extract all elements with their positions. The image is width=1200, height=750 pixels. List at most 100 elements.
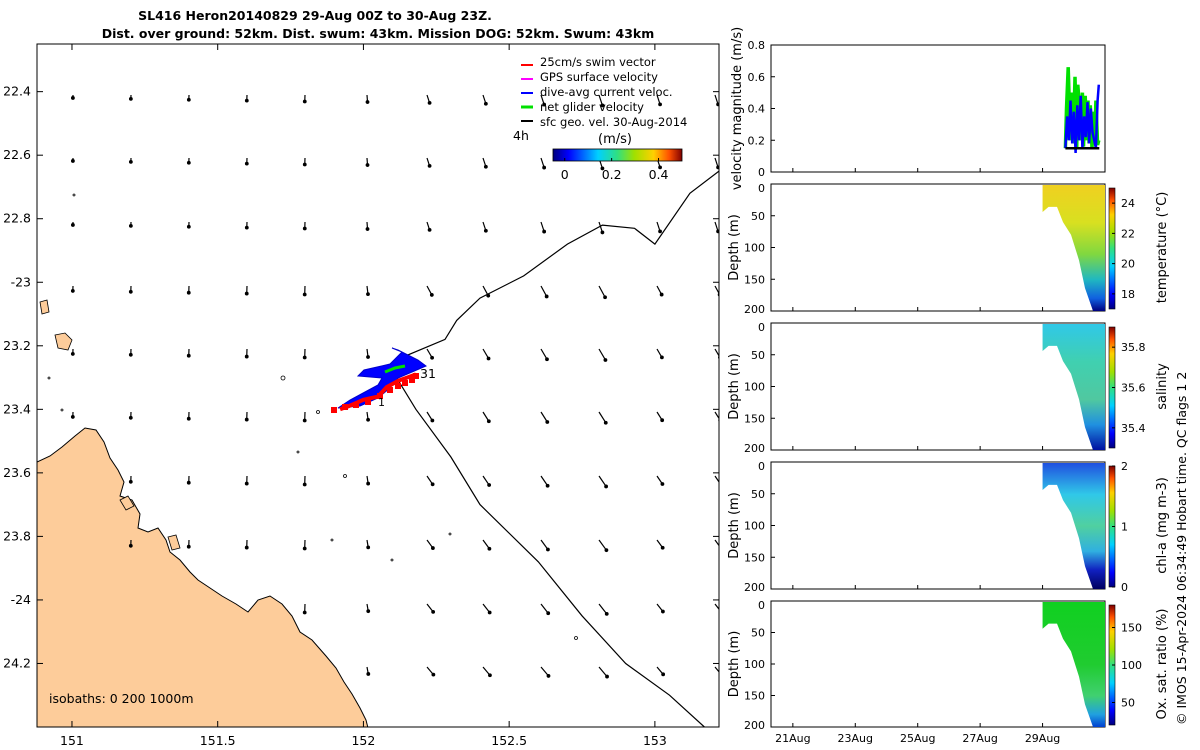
title-line-2: Dist. over ground: 52km. Dist. swum: 43k… <box>102 26 655 41</box>
chl-a-section-y-tick-label: 100 <box>744 520 765 533</box>
chl-a-section-panel: 0 50 100 150 200 Depth (m) 0 1 2 chl-a (mg m-3) <box>727 460 1170 594</box>
surface-vector-head <box>487 610 492 615</box>
section-x-tick-label: 21Aug <box>775 732 810 745</box>
surface-vector-head <box>128 159 133 164</box>
temperature-section-colorbar <box>1108 187 1116 310</box>
island <box>39 299 50 315</box>
surface-vector-head <box>430 418 435 423</box>
surface-vector-head <box>431 609 436 614</box>
surface-vector-head <box>70 352 75 356</box>
isobath-line <box>391 170 719 727</box>
surface-vector-head <box>244 417 249 422</box>
oxygen-section-data <box>1042 602 1105 727</box>
oxygen-section-y-label: Depth (m) <box>727 631 742 698</box>
map-colorbar-tick-label: 0 <box>561 167 569 182</box>
oxygen-section-cbar-tick-label: 150 <box>1121 622 1142 635</box>
chl-a-section-colorbar-label: chl-a (mg m-3) <box>1155 477 1170 574</box>
section-x-tick-label: 27Aug <box>962 732 997 745</box>
surface-vector-head <box>427 100 432 105</box>
surface-vector-head <box>545 420 550 424</box>
temperature-section-y-tick-label: 200 <box>744 303 765 316</box>
surface-vector-head <box>302 418 307 423</box>
salinity-section-y-tick-label: 0 <box>758 321 765 334</box>
chl-a-section-y-tick-label: 0 <box>758 460 765 473</box>
salinity-section-y-tick-label: 100 <box>744 381 765 394</box>
surface-vector-head <box>427 163 432 168</box>
surface-vector-head <box>128 415 133 420</box>
surface-vector-head <box>128 289 133 294</box>
map-y-tick-label: 23.8 <box>3 528 31 543</box>
surface-vector <box>714 603 719 611</box>
surface-vector-head <box>366 417 370 422</box>
colorbar-unit-label: (m/s) <box>598 132 632 147</box>
surface-vector <box>598 666 608 677</box>
surface-vector-head <box>365 100 370 104</box>
chl-a-section-y-label: Depth (m) <box>727 492 742 559</box>
oxygen-section-y-tick-label: 200 <box>744 719 765 732</box>
salinity-section-data <box>1042 324 1105 450</box>
surface-vector-head <box>186 480 191 485</box>
section-x-tick-label: 25Aug <box>900 732 935 745</box>
map-colorbar <box>552 148 683 162</box>
surface-vector-head <box>302 99 307 104</box>
map-x-tick-label: 153 <box>643 733 667 748</box>
map-x-tick-label: 152 <box>351 733 375 748</box>
surface-vector-head <box>365 163 370 167</box>
surface-vector <box>540 285 548 297</box>
surface-vector-head <box>603 420 608 425</box>
surface-vector-head <box>545 357 549 362</box>
credit-text: © IMOS 15-Apr-2024 06:34:49 Hobart time.… <box>1174 372 1189 725</box>
surface-vector <box>598 539 607 551</box>
map-frame <box>36 43 720 728</box>
surface-vector-head <box>716 102 719 107</box>
surface-vector-head <box>718 482 719 486</box>
surface-vector-head <box>604 611 609 616</box>
surface-vector <box>714 411 719 420</box>
surface-vector-head <box>366 545 371 550</box>
surface-vector-head <box>186 97 191 102</box>
chl-a-section-y-tick-label: 50 <box>751 488 765 501</box>
salinity-section-colorbar-label: salinity <box>1155 363 1170 410</box>
surface-vector-head <box>486 356 491 361</box>
surface-vector-head <box>487 546 492 551</box>
legend-swim-vector: 25cm/s swim vector <box>540 55 656 69</box>
temperature-section-y-tick-label: 100 <box>744 242 765 255</box>
velocity-y-tick-label: 0.8 <box>748 39 766 52</box>
surface-vector-head <box>720 610 723 613</box>
surface-vector <box>714 539 719 547</box>
map-y-tick-label: 23.6 <box>3 465 31 480</box>
surface-vector-head <box>128 543 133 548</box>
map-y-tick-label: 22.6 <box>3 147 31 162</box>
surface-vector <box>714 475 719 483</box>
surface-vector-head <box>431 672 436 677</box>
temperature-section-y-tick-label: 0 <box>758 182 765 195</box>
surface-vector-head <box>366 355 370 359</box>
temperature-section-cbar-tick-label: 20 <box>1121 258 1135 271</box>
surface-vector-head <box>658 229 662 234</box>
surface-vector-head <box>128 223 133 228</box>
surface-vector <box>540 475 549 487</box>
salinity-section-y-label: Depth (m) <box>727 353 742 420</box>
surface-vector-head <box>486 419 491 424</box>
surface-vector <box>598 475 607 487</box>
surface-vector-head <box>186 416 191 421</box>
surface-vector <box>598 411 607 424</box>
swim-vector-marker <box>409 377 415 383</box>
map-y-tick-label: 24.2 <box>3 655 31 670</box>
surface-vector-head <box>244 161 249 166</box>
isobaths-label: isobaths: 0 200 1000m <box>49 691 194 706</box>
surface-vector-head <box>244 225 249 230</box>
temperature-section-y-tick-label: 50 <box>751 210 765 223</box>
surface-vector-head <box>302 482 307 487</box>
surface-vector-head <box>488 673 492 678</box>
surface-vector-head <box>483 228 488 233</box>
surface-vector-head <box>604 548 609 553</box>
map-y-tick-label: 22.4 <box>3 84 31 99</box>
legend-net-glider-velocity: net glider velocity <box>540 100 644 114</box>
velocity-y-tick-label: 0.4 <box>748 103 766 116</box>
swim-vector-marker <box>387 387 393 393</box>
surface-vector-head <box>604 484 608 489</box>
surface-vector-head <box>486 293 491 298</box>
